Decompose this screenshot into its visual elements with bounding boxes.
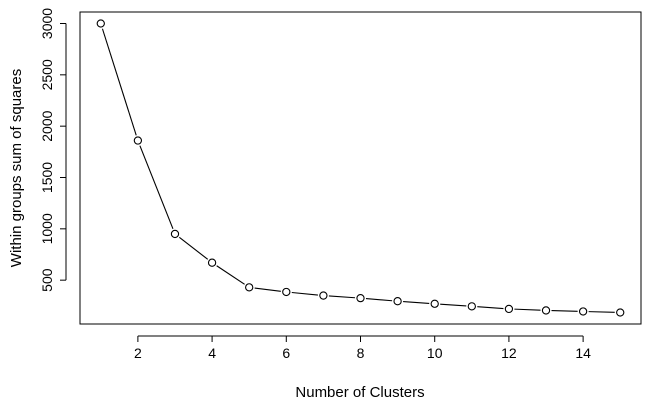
data-point	[616, 308, 625, 317]
x-tick-label: 10	[427, 345, 443, 361]
y-tick-label: 3000	[39, 8, 55, 39]
y-tick-label: 2500	[39, 59, 55, 90]
x-tick-label: 4	[208, 345, 216, 361]
data-point	[245, 283, 254, 292]
series-line-segment	[254, 287, 281, 292]
x-axis-title: Number of Clusters	[295, 384, 424, 401]
series-line-segment	[514, 308, 541, 311]
x-tick-label: 14	[575, 345, 591, 361]
series-line-segment	[551, 310, 578, 312]
x-tick-label: 12	[501, 345, 517, 361]
y-tick-label: 2000	[39, 110, 55, 141]
data-point	[541, 306, 551, 315]
data-point	[356, 293, 365, 303]
x-axis: 2 4 6 8 10 12 14	[134, 335, 591, 361]
series-line-segment	[216, 265, 245, 285]
series-line-segment	[328, 295, 356, 299]
series-line-segment	[403, 301, 430, 304]
series-line-segment	[291, 291, 318, 296]
series-line-segment	[440, 303, 467, 307]
series-line-segment	[101, 28, 137, 136]
series-line-segment	[139, 145, 174, 230]
data-point	[282, 287, 291, 297]
data-point	[170, 229, 180, 239]
data-point	[319, 291, 328, 300]
series-line-segment	[477, 306, 504, 310]
x-tick-label: 8	[357, 345, 365, 361]
y-axis: 500 1000 1500 2000 2500 3000	[39, 8, 67, 292]
data-point	[207, 258, 217, 267]
y-axis-title: Within groups sum of squares	[8, 69, 25, 267]
y-tick-label: 500	[39, 268, 55, 292]
x-tick-label: 6	[282, 345, 290, 361]
series-group	[96, 19, 625, 317]
plot-frame	[79, 11, 642, 325]
series-line-segment	[365, 298, 393, 302]
data-point	[133, 136, 143, 145]
data-point	[467, 302, 476, 311]
series-line-segment	[178, 236, 209, 260]
data-point	[393, 297, 402, 306]
data-point	[578, 307, 588, 316]
data-point	[430, 299, 439, 308]
y-tick-label: 1000	[39, 213, 55, 244]
series-line-segment	[588, 311, 615, 313]
y-tick-label: 1500	[39, 162, 55, 193]
x-tick-label: 2	[134, 345, 142, 361]
data-point	[96, 19, 105, 28]
data-point	[504, 304, 514, 314]
